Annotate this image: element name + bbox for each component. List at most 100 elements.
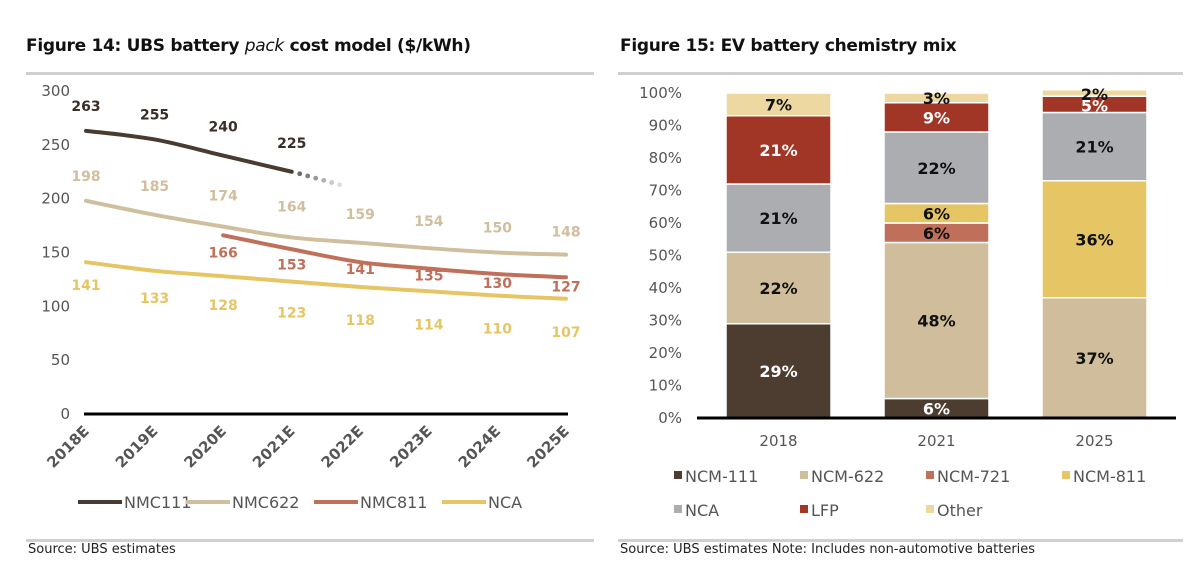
data-label: 240	[209, 120, 238, 136]
y-tick-label: 150	[41, 244, 70, 262]
data-label: 128	[209, 298, 238, 314]
y-tick-label: 20%	[649, 344, 682, 362]
bar-data-label: 6%	[923, 224, 950, 243]
bar-data-label: 29%	[759, 362, 797, 381]
bar-segment-other	[1041, 89, 1148, 97]
legend-swatch-ncm-111	[674, 471, 682, 479]
legend-label: NCM-111	[685, 467, 758, 486]
data-label: 107	[551, 325, 580, 341]
legend-swatch-ncm-721	[926, 471, 934, 479]
legend-label: NCM-622	[811, 467, 884, 486]
data-label: 123	[277, 306, 306, 322]
bar-segment-nca	[883, 131, 990, 205]
data-label: 166	[209, 245, 238, 261]
bar-segment-nca	[1041, 111, 1148, 182]
bar-data-label: 21%	[1075, 138, 1113, 157]
x-tick-label: 2021	[917, 432, 955, 450]
bar-data-label: 22%	[917, 159, 955, 178]
data-label: 141	[346, 262, 375, 278]
figure-14-title: Figure 14: UBS battery pack cost model (…	[26, 36, 471, 56]
y-tick-label: 0%	[658, 409, 682, 427]
bar-data-label: 37%	[1075, 349, 1113, 368]
legend-label: NCA	[685, 501, 719, 520]
legend-label: LFP	[811, 501, 839, 520]
title-part: Figure 14: UBS battery	[26, 36, 245, 56]
y-tick-label: 100%	[639, 84, 682, 102]
y-tick-label: 90%	[649, 117, 682, 135]
data-label: 255	[140, 107, 169, 123]
bar-data-label: 6%	[923, 399, 950, 418]
bar-data-label: 3%	[923, 89, 950, 108]
bar-data-label: 7%	[765, 95, 792, 114]
data-label: 110	[483, 322, 512, 338]
legend-label: NMC111	[124, 493, 191, 512]
data-label: 133	[140, 291, 169, 307]
series-line-nca	[84, 260, 568, 301]
stacked-bar-chart: 0% 10% 20% 30% 40% 50% 60% 70% 80% 90% 100% 29% 22% 2…	[639, 84, 1176, 520]
data-label: 127	[551, 279, 580, 295]
title-divider	[26, 72, 594, 75]
data-label: 135	[414, 269, 443, 285]
legend-label: Other	[937, 501, 983, 520]
series-line-nmc622	[84, 198, 568, 257]
y-tick-label: 50%	[649, 247, 682, 265]
data-label: 198	[71, 169, 100, 185]
dotted-extension-point	[337, 182, 343, 188]
legend-label: NCA	[488, 493, 522, 512]
data-label: 159	[346, 207, 375, 223]
bar-data-label: 48%	[917, 312, 955, 331]
bar-data-label: 22%	[759, 279, 797, 298]
data-label: 225	[277, 136, 306, 152]
x-tick-label: 2018	[759, 432, 797, 450]
data-label: 114	[414, 317, 443, 333]
data-label: 164	[277, 199, 306, 215]
bar-data-label: 21%	[759, 141, 797, 160]
bar-data-label: 36%	[1075, 230, 1113, 249]
figure-14-source: Source: UBS estimates	[28, 542, 176, 557]
dotted-extension-point	[313, 175, 319, 181]
legend-swatch-other	[926, 505, 934, 513]
y-tick-label: 80%	[649, 149, 682, 167]
y-tick-label: 50	[51, 351, 70, 369]
legend-label: NCM-721	[937, 467, 1010, 486]
y-tick-label: 200	[41, 190, 70, 208]
data-label: 154	[414, 214, 443, 230]
source-divider	[618, 539, 1183, 542]
source-divider	[26, 539, 594, 542]
title-emphasis: pack	[244, 36, 285, 56]
series-line-nmc111	[84, 128, 294, 174]
legend-label: NMC622	[232, 493, 299, 512]
figure-15-source: Source: UBS estimates Note: Includes non…	[620, 542, 1036, 557]
bar-data-label: 6%	[923, 204, 950, 223]
series-line-nmc811	[221, 233, 568, 280]
y-tick-label: 100	[41, 297, 70, 315]
legend-label: NMC811	[360, 493, 427, 512]
figure-15-title: Figure 15: EV battery chemistry mix	[620, 36, 957, 56]
data-label: 185	[140, 179, 169, 195]
y-tick-label: 250	[41, 136, 70, 154]
data-label: 148	[551, 225, 580, 241]
title-divider	[618, 72, 1183, 75]
y-tick-label: 10%	[649, 377, 682, 395]
bar-data-label: 21%	[759, 209, 797, 228]
dotted-extension-point	[321, 177, 327, 183]
data-label: 153	[277, 257, 306, 273]
legend-swatch-lfp	[800, 505, 808, 513]
data-label: 141	[71, 278, 100, 294]
bar-segment-ncm-622	[1041, 297, 1148, 419]
bar-segment-other	[725, 92, 832, 117]
bar-data-label: 5%	[1081, 97, 1108, 116]
y-tick-label: 40%	[649, 279, 682, 297]
dotted-extension-point	[297, 171, 303, 177]
y-tick-label: 300	[41, 82, 70, 100]
y-tick-label: 0	[60, 405, 70, 423]
legend-swatch-ncm-811	[1062, 471, 1070, 479]
bar-data-label: 9%	[923, 108, 950, 127]
y-tick-label: 70%	[649, 182, 682, 200]
y-tick-label: 30%	[649, 312, 682, 330]
legend-swatch-ncm-622	[800, 471, 808, 479]
data-label: 130	[483, 276, 512, 292]
bar-segment-ncm-811	[1041, 180, 1148, 299]
data-label: 263	[71, 99, 100, 115]
data-label: 174	[209, 189, 238, 205]
